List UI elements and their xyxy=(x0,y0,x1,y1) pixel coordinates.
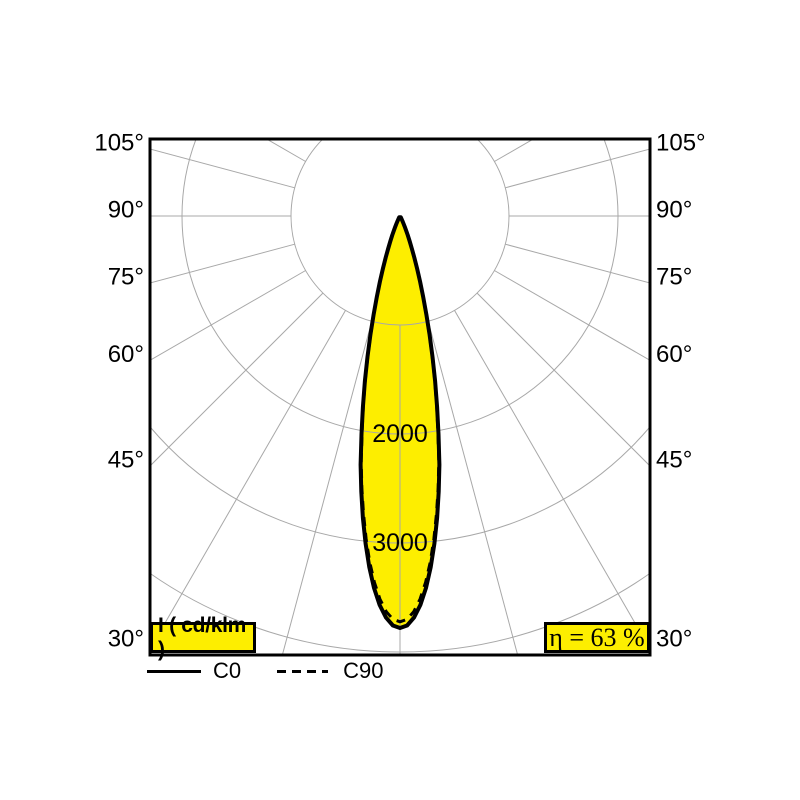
unit-label-box: I ( cd/klm ) xyxy=(150,614,256,661)
efficiency-badge: η = 63 % xyxy=(544,622,650,653)
grid-ray-15deg xyxy=(427,321,519,655)
angle-label-right-45: 45° xyxy=(656,447,692,474)
grid-ray-120deg xyxy=(494,139,535,162)
grid-ray-75deg xyxy=(505,243,650,284)
angle-label-right-75: 75° xyxy=(656,264,692,291)
grid-ray-60deg xyxy=(494,270,650,361)
angle-label-right-30: 30° xyxy=(656,626,692,653)
grid-ray-45deg xyxy=(476,292,650,467)
grid-ray-105deg xyxy=(505,148,650,189)
grid-ray--60deg xyxy=(150,270,306,361)
angle-label-left-90: 90° xyxy=(108,197,144,224)
grid-ray--105deg xyxy=(150,148,295,189)
angle-label-right-90: 90° xyxy=(656,197,692,224)
angle-label-left-60: 60° xyxy=(108,341,144,368)
legend-c90-label: C90 xyxy=(343,658,384,683)
ring-label-3000: 3000 xyxy=(372,529,428,557)
angle-label-left-45: 45° xyxy=(108,447,144,474)
chart-legend: C0 C90 xyxy=(147,658,383,684)
legend-c0-label: C0 xyxy=(213,658,242,683)
curve-c90 xyxy=(359,215,441,624)
legend-c90-line-sample xyxy=(277,669,329,673)
efficiency-label: η = 63 % xyxy=(549,622,645,652)
angle-label-right-60: 60° xyxy=(656,341,692,368)
grid-ray-135deg xyxy=(477,139,478,140)
angle-label-left-105: 105° xyxy=(94,130,144,157)
unit-label: I ( cd/klm ) xyxy=(158,613,247,661)
legend-c0-line-sample xyxy=(147,669,201,673)
chart-border xyxy=(148,137,652,657)
grid-ray--135deg xyxy=(322,139,323,140)
grid-ray--30deg xyxy=(150,310,346,651)
grid-ray--15deg xyxy=(281,321,373,655)
grid-ray--120deg xyxy=(265,139,306,162)
angle-label-left-30: 30° xyxy=(108,626,144,653)
angle-label-left-75: 75° xyxy=(108,264,144,291)
grid-ray-30deg xyxy=(454,310,650,651)
grid-ray--45deg xyxy=(150,292,324,467)
grid-ray--75deg xyxy=(150,243,295,284)
ring-label-2000: 2000 xyxy=(372,420,428,448)
angle-label-right-105: 105° xyxy=(656,130,706,157)
